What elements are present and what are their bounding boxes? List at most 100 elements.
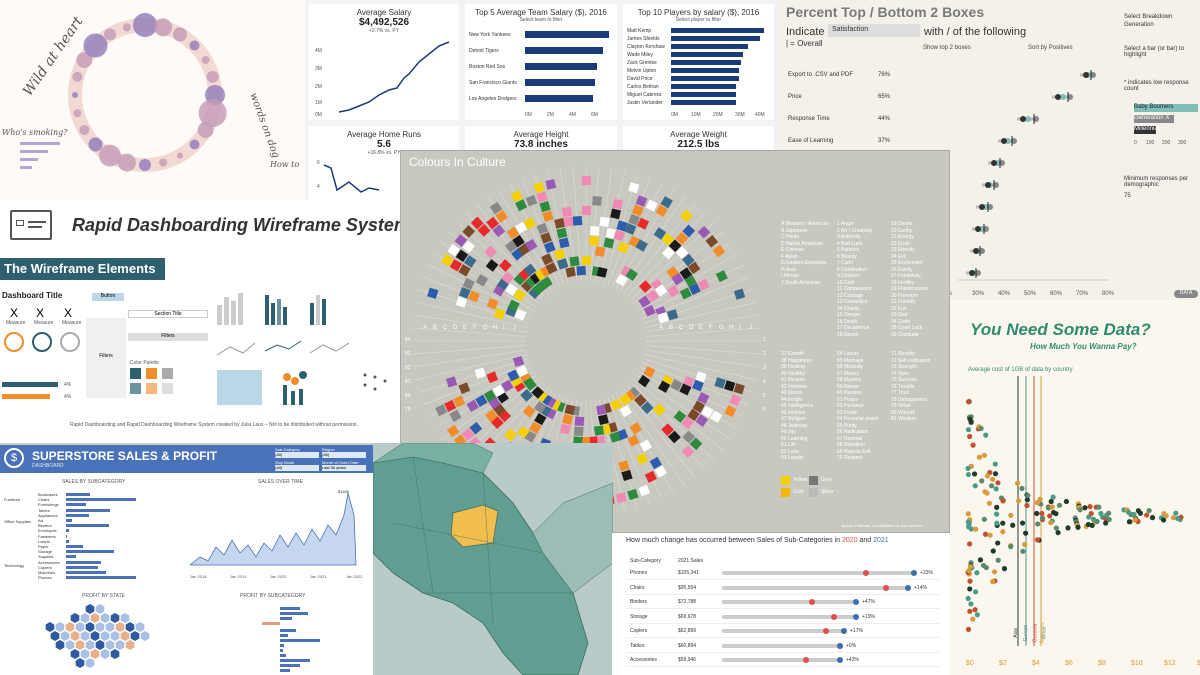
colour-cell xyxy=(541,253,554,266)
colour-cell xyxy=(687,408,700,422)
legend-millennials[interactable]: Millennials xyxy=(1134,126,1163,134)
x-tick: $10 xyxy=(1131,660,1143,667)
team-bar[interactable] xyxy=(525,47,603,54)
category-bar[interactable] xyxy=(66,519,72,522)
player-bar[interactable] xyxy=(671,52,744,57)
dot-2020[interactable] xyxy=(809,599,815,605)
player-bar[interactable] xyxy=(671,36,760,41)
player-bar[interactable] xyxy=(671,84,737,89)
wireframe-panel[interactable]: Rapid Dashboarding Wireframe System The … xyxy=(0,200,400,443)
category-bar[interactable] xyxy=(66,571,107,574)
legend-baby-boomers[interactable]: Baby Boomers xyxy=(1134,104,1198,112)
player-bar[interactable] xyxy=(671,68,739,73)
category-bar[interactable] xyxy=(66,524,110,528)
caption: Average cost of 1GB of data by country xyxy=(968,367,1073,373)
country-dot xyxy=(967,563,974,570)
legend-entry: 2 Art / Creativity xyxy=(837,227,873,234)
dot-2021[interactable] xyxy=(853,613,859,620)
x-tick: 10M xyxy=(691,112,701,118)
africa-map-panel[interactable] xyxy=(373,443,613,675)
legend-entry: 26 Family xyxy=(891,266,913,273)
dot-2020[interactable] xyxy=(883,584,889,591)
legend-gen-x[interactable]: Generation X xyxy=(1134,115,1174,123)
player-bar[interactable] xyxy=(671,60,741,65)
dot-2020[interactable] xyxy=(803,657,809,663)
player-bar[interactable] xyxy=(671,76,739,81)
filter-dropdown[interactable]: Last 36 years xyxy=(322,465,366,471)
country-dot xyxy=(973,589,979,595)
dot-baby-boomers xyxy=(1025,116,1031,122)
state-hex xyxy=(100,649,110,659)
culture-letter: E xyxy=(463,325,468,331)
bubble xyxy=(189,40,200,51)
colour-cell xyxy=(613,229,625,242)
dot-2020[interactable] xyxy=(831,613,837,620)
dot-2021[interactable] xyxy=(837,642,843,649)
breakdown-value[interactable]: Generation xyxy=(1124,22,1154,28)
country-dot xyxy=(1034,500,1041,506)
legend-swatch xyxy=(781,488,790,497)
dot-2021[interactable] xyxy=(841,628,847,634)
team-bar[interactable] xyxy=(525,31,610,38)
team-label: New York Yankees xyxy=(469,32,511,38)
players-title: Top 10 Players by salary ($), 2016 xyxy=(637,8,760,17)
filter-dropdown[interactable]: (All) xyxy=(275,452,319,458)
dot-2021[interactable] xyxy=(905,584,911,591)
player-bar[interactable] xyxy=(671,44,748,49)
filter-dropdown[interactable]: (All) xyxy=(322,452,366,458)
dot-2020[interactable] xyxy=(863,570,869,576)
legend-entry: 30 Freedom xyxy=(891,292,918,299)
category-bar[interactable] xyxy=(66,550,114,554)
colour-cell xyxy=(695,414,709,427)
colour-cell xyxy=(640,401,654,415)
player-salary-tile[interactable]: Top 10 Players by salary ($), 2016 Selec… xyxy=(623,4,774,120)
category-bar[interactable] xyxy=(66,565,98,569)
country-dot xyxy=(995,540,1001,546)
state-hex xyxy=(85,658,95,668)
colour-cell xyxy=(466,399,479,412)
category-bar[interactable] xyxy=(66,508,110,512)
category-bar[interactable] xyxy=(66,545,83,548)
category-bar[interactable] xyxy=(66,493,91,496)
filters-sample[interactable]: Filters xyxy=(128,333,208,341)
dot-2021[interactable] xyxy=(837,657,843,663)
indicate-dropdown[interactable]: Satisfaction xyxy=(828,24,920,37)
sample-button[interactable]: Button xyxy=(92,293,124,301)
filter-dropdown[interactable]: (All) xyxy=(275,465,319,471)
category-bar[interactable] xyxy=(66,513,89,517)
superstore-panel[interactable]: $ SUPERSTORE SALES & PROFIT DASHBOARD Su… xyxy=(0,443,373,675)
category-bar[interactable] xyxy=(66,529,70,533)
data-cost-panel[interactable]: You Need Some Data? How Much You Wanna P… xyxy=(950,300,1200,675)
team-salary-tile[interactable]: Top 5 Average Team Salary ($), 2016 Sele… xyxy=(465,4,617,120)
category-bar[interactable] xyxy=(66,539,69,543)
player-bar[interactable] xyxy=(671,28,765,33)
data-badge[interactable]: DATA xyxy=(1174,290,1198,298)
colour-cell xyxy=(463,255,477,268)
category-label: Paper xyxy=(38,544,49,549)
dot-2020[interactable] xyxy=(823,628,829,634)
dot-2021[interactable] xyxy=(911,570,917,576)
category-bar[interactable] xyxy=(66,555,76,559)
team-bar[interactable] xyxy=(525,79,595,86)
min-responses-value[interactable]: 75 xyxy=(1124,193,1131,199)
category-bar[interactable] xyxy=(66,560,102,564)
category-bar[interactable] xyxy=(66,576,136,580)
sort-toggle[interactable]: Sort by Positives xyxy=(1028,45,1073,51)
colour-cell xyxy=(582,206,591,215)
show-top-toggle[interactable]: Show top 2 boxes xyxy=(923,45,971,51)
player-bar[interactable] xyxy=(671,100,737,105)
category-bar[interactable] xyxy=(66,534,67,538)
team-bar[interactable] xyxy=(525,95,593,102)
category-bar[interactable] xyxy=(66,498,136,502)
colour-cell xyxy=(469,421,483,435)
dot-2021[interactable] xyxy=(853,599,859,605)
country-dot xyxy=(967,416,973,422)
wild-at-heart-panel[interactable]: Wild at heart words on dog Who's smoking… xyxy=(0,0,305,200)
salary-tile[interactable]: Average Salary $4,492,526 +2.7% vs. PY 4… xyxy=(309,4,459,120)
category-bar[interactable] xyxy=(66,503,86,507)
team-bar[interactable] xyxy=(525,63,597,70)
subcategory-change-panel[interactable]: How much change has occurred between Sal… xyxy=(612,533,950,675)
player-bar[interactable] xyxy=(671,92,737,97)
colour-cell xyxy=(573,426,584,437)
filters-sidebar[interactable]: Filters xyxy=(86,318,126,398)
